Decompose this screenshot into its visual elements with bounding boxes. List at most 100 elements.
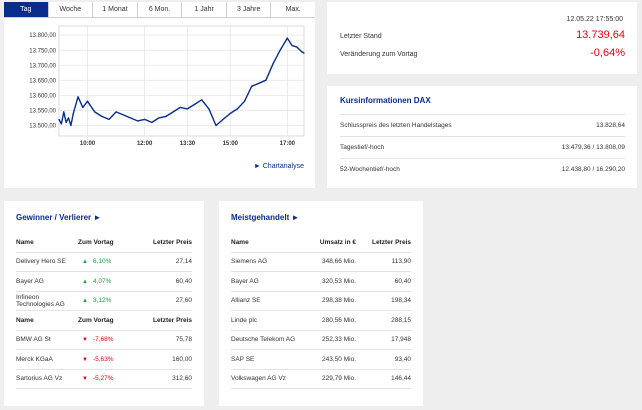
y-tick-label: 13.800,00 bbox=[29, 33, 56, 39]
col-change: Zum Vortag bbox=[78, 316, 114, 324]
tab-day[interactable]: Tag bbox=[4, 2, 49, 17]
tab-3-years[interactable]: 3 Jahre bbox=[227, 2, 272, 17]
tab-max[interactable]: Max. bbox=[285, 6, 301, 13]
info-value: 12.438,80 / 16.290,20 bbox=[561, 166, 625, 173]
table-header: Name Zum Vortag Letzter Preis bbox=[16, 311, 192, 331]
table-header: Name Umsatz in € Letzter Preis bbox=[231, 233, 411, 253]
stock-volume: 298,38 Mio. bbox=[322, 297, 356, 305]
price-point bbox=[65, 121, 67, 124]
price-series-line bbox=[58, 37, 305, 127]
price-point bbox=[303, 52, 305, 54]
table-row[interactable]: Merck KGaA ▼ -5,63% 160,00 bbox=[16, 350, 192, 370]
info-value: 13.828,64 bbox=[596, 122, 625, 129]
stock-price: 75,78 bbox=[175, 336, 192, 344]
stock-name[interactable]: Delivery Hero SE bbox=[16, 258, 66, 266]
price-point bbox=[72, 112, 74, 114]
col-volume: Umsatz in € bbox=[319, 238, 356, 246]
price-point bbox=[136, 120, 139, 122]
stock-name[interactable]: Allianz SE bbox=[231, 297, 261, 305]
y-tick-label: 13.550,00 bbox=[29, 109, 56, 115]
plot-area-frame bbox=[58, 25, 305, 137]
change-value: -0,64% bbox=[590, 47, 625, 59]
price-point bbox=[222, 118, 224, 121]
table-row[interactable]: Siemens AG 348,66 Mio. 113,90 bbox=[231, 253, 411, 272]
price-point bbox=[179, 106, 181, 108]
stock-name[interactable]: Linde plc bbox=[231, 316, 258, 324]
stock-name[interactable]: SAP SE bbox=[231, 355, 255, 363]
most-traded-card: Meistgehandelt ► Name Umsatz in € Letzte… bbox=[219, 201, 423, 406]
tab-1-month[interactable]: 1 Monat bbox=[93, 2, 138, 17]
table-row[interactable]: Bayer AG 320,53 Mio. 60,40 bbox=[231, 272, 411, 292]
stock-name[interactable]: Deutsche Telekom AG bbox=[231, 336, 296, 344]
stock-price: 160,00 bbox=[172, 355, 192, 363]
price-point bbox=[243, 100, 246, 102]
col-name: Name bbox=[231, 238, 249, 246]
table-row[interactable]: Volkswagen AG Vz 229,79 Mio. 146,44 bbox=[231, 370, 411, 389]
stock-price: 17,948 bbox=[391, 336, 411, 344]
table-row[interactable]: Linde plc 280,56 Mio. 288,15 bbox=[231, 311, 411, 331]
x-tick-label: 15:00 bbox=[223, 141, 239, 147]
price-point bbox=[186, 108, 189, 110]
tab-6-months[interactable]: 6 Mon. bbox=[138, 2, 183, 17]
info-row-day-range: Tagestief/-hoch 13.479,36 / 13.808,09 bbox=[340, 136, 625, 158]
info-value: 13.479,36 / 13.808,09 bbox=[561, 144, 625, 151]
price-point bbox=[122, 114, 124, 116]
stock-name[interactable]: Infineon Technologies AG bbox=[16, 293, 65, 308]
stock-name[interactable]: Volkswagen AG Vz bbox=[231, 375, 286, 383]
table-row[interactable]: Infineon Technologies AG ▲ 3,12% 27,60 bbox=[16, 292, 192, 311]
table-header: Name Zum Vortag Letzter Preis bbox=[16, 233, 192, 253]
price-point bbox=[215, 124, 217, 127]
stock-volume: 348,66 Mio. bbox=[322, 258, 356, 266]
price-point bbox=[296, 46, 298, 48]
stock-name[interactable]: Bayer AG bbox=[231, 277, 259, 285]
table-row[interactable]: Bayer AG ▲ 4,07% 60,40 bbox=[16, 272, 192, 292]
info-row-previous-close: Schlusspreis des letzten Handelstages 13… bbox=[340, 114, 625, 136]
down-arrow-icon: ▼ bbox=[82, 356, 88, 363]
price-point bbox=[144, 118, 146, 121]
table-row[interactable]: Delivery Hero SE ▲ 6,10% 27,14 bbox=[16, 253, 192, 272]
tab-week[interactable]: Woche bbox=[49, 2, 94, 17]
chart-analysis-link[interactable]: ► Chartanalyse bbox=[254, 163, 304, 170]
stock-price: 288,15 bbox=[391, 316, 411, 324]
info-label: 52-Wochentief/-hoch bbox=[340, 166, 400, 173]
gainers-table: Name Zum Vortag Letzter Preis Delivery H… bbox=[16, 233, 192, 389]
table-row[interactable]: Allianz SE 298,38 Mio. 198,34 bbox=[231, 292, 411, 311]
table-row[interactable]: Deutsche Telekom AG 252,33 Mio. 17,948 bbox=[231, 331, 411, 350]
table-row[interactable]: BMW AG St ▼ -7,68% 75,78 bbox=[16, 331, 192, 350]
price-point bbox=[251, 85, 253, 87]
col-change: Zum Vortag bbox=[78, 238, 114, 246]
last-price-label: Letzter Stand bbox=[340, 33, 382, 40]
up-arrow-icon: ▲ bbox=[82, 259, 88, 266]
price-point bbox=[108, 118, 110, 121]
price-point bbox=[301, 51, 303, 53]
tab-1-year[interactable]: 1 Jahr bbox=[182, 2, 227, 17]
price-point bbox=[193, 103, 196, 105]
col-name: Name bbox=[16, 238, 34, 246]
gainers-losers-title[interactable]: Gewinner / Verlierer ► bbox=[16, 213, 102, 222]
last-price-card: 12.05.22 17:55:00 Letzter Stand 13.739,6… bbox=[327, 2, 637, 74]
price-point bbox=[258, 82, 260, 84]
table-row[interactable]: SAP SE 243,50 Mio. 93,40 bbox=[231, 350, 411, 370]
price-point bbox=[272, 63, 274, 65]
col-price: Letzter Preis bbox=[371, 238, 411, 246]
price-point bbox=[86, 100, 89, 102]
price-point bbox=[286, 37, 288, 39]
price-point bbox=[172, 111, 174, 113]
info-row-52-week-range: 52-Wochentief/-hoch 12.438,80 / 16.290,2… bbox=[340, 158, 625, 180]
stock-name[interactable]: Bayer AG bbox=[16, 277, 44, 285]
stock-change: -7,68% bbox=[92, 336, 114, 344]
stock-name[interactable]: Merck KGaA bbox=[16, 355, 53, 363]
index-info-card: Kursinformationen DAX Schlusspreis des l… bbox=[327, 86, 637, 188]
stock-name[interactable]: Siemens AG bbox=[231, 258, 268, 266]
most-traded-title[interactable]: Meistgehandelt ► bbox=[231, 213, 300, 222]
stock-price: 113,90 bbox=[391, 258, 411, 266]
stock-name[interactable]: BMW AG St bbox=[16, 336, 51, 344]
col-price: Letzter Preis bbox=[152, 316, 192, 324]
info-title: Kursinformationen DAX bbox=[340, 96, 431, 105]
x-tick-label: 13:30 bbox=[180, 141, 196, 147]
col-name: Name bbox=[16, 316, 34, 324]
stock-name[interactable]: Sartorius AG Vz bbox=[16, 375, 63, 383]
index-chart-card: Tag Woche 1 Monat 6 Mon. 1 Jahr 3 Jahre … bbox=[4, 2, 315, 188]
table-row[interactable]: Sartorius AG Vz ▼ -5,27% 312,60 bbox=[16, 370, 192, 389]
price-point bbox=[279, 49, 281, 51]
